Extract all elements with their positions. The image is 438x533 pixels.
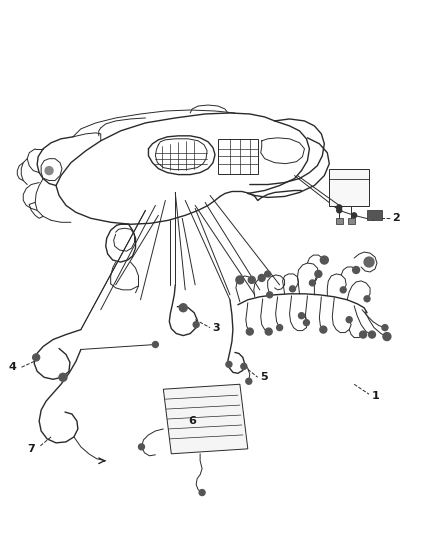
Circle shape [360, 331, 367, 338]
Circle shape [304, 320, 309, 326]
Circle shape [346, 317, 352, 322]
Circle shape [241, 364, 247, 369]
Text: 5: 5 [260, 372, 267, 382]
Circle shape [382, 325, 388, 330]
Text: 3: 3 [212, 322, 220, 333]
Circle shape [383, 333, 391, 341]
Circle shape [226, 361, 232, 367]
Circle shape [277, 325, 283, 330]
Circle shape [33, 354, 40, 361]
Circle shape [152, 342, 159, 348]
Circle shape [248, 277, 255, 284]
Circle shape [309, 280, 315, 286]
Circle shape [265, 271, 271, 277]
Circle shape [258, 274, 265, 281]
Circle shape [364, 296, 370, 302]
Bar [329, 168, 369, 206]
Bar [218, 139, 258, 174]
Circle shape [59, 373, 67, 381]
Circle shape [179, 304, 187, 312]
Circle shape [290, 286, 296, 292]
Bar [348, 219, 355, 224]
Circle shape [193, 321, 199, 328]
Text: 6: 6 [188, 416, 196, 426]
Circle shape [265, 328, 272, 335]
Circle shape [267, 292, 273, 298]
Text: 1: 1 [372, 391, 380, 401]
Circle shape [199, 490, 205, 496]
Polygon shape [163, 384, 248, 454]
Circle shape [298, 313, 304, 319]
Circle shape [337, 208, 342, 213]
Circle shape [337, 205, 342, 210]
Circle shape [340, 287, 346, 293]
Bar [336, 219, 343, 224]
Circle shape [368, 331, 375, 338]
Circle shape [364, 257, 374, 267]
Text: 2: 2 [392, 213, 399, 223]
Circle shape [352, 213, 357, 218]
Circle shape [138, 444, 145, 450]
Circle shape [315, 270, 322, 278]
Circle shape [45, 167, 53, 175]
Circle shape [353, 266, 360, 273]
Circle shape [246, 378, 252, 384]
Circle shape [320, 256, 328, 264]
Text: 4: 4 [8, 362, 16, 373]
Circle shape [236, 276, 244, 284]
Circle shape [320, 326, 327, 333]
Bar [367, 211, 382, 220]
Text: 7: 7 [28, 444, 35, 454]
Circle shape [246, 328, 253, 335]
